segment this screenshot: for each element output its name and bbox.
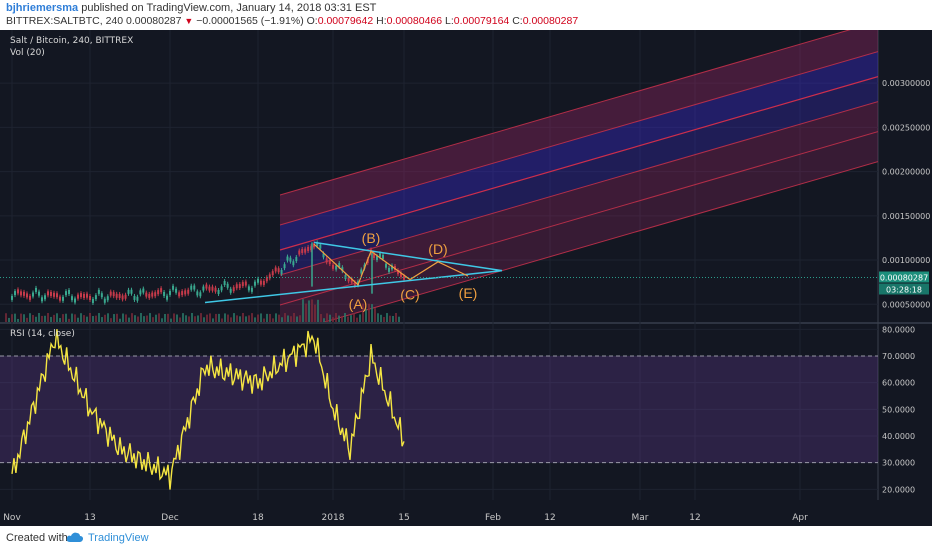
footer: Created with TradingView [0,526,932,550]
down-triangle-icon: ▼ [184,16,194,26]
high-label: H: [376,15,387,27]
last-price: 0.00080287 [126,15,182,27]
price-axis[interactable] [878,30,932,500]
ohlc-line: BITTREX:SALTBTC, 240 0.00080287 ▼ −0.000… [6,15,578,27]
legend-volume: Vol (20) [10,48,45,58]
time-axis[interactable] [0,500,932,526]
grid-lines [0,30,878,500]
price-tick: 0.00150000 [882,212,930,221]
price-badge-text: 0.00080287 [880,274,928,283]
rsi-tick: 30.0000 [882,459,915,468]
rsi-legend: RSI (14, close) [10,329,75,339]
time-tick: 12 [689,513,700,523]
price-tick: 0.00050000 [882,300,930,309]
wave-label: (A) [349,296,368,312]
author-link[interactable]: bjhriemersma [6,2,79,14]
countdown-badge [879,283,929,295]
tradingview-brand[interactable]: TradingView [88,532,149,544]
tradingview-cloud-icon [66,532,84,542]
time-tick-labels: Nov 13 Dec 18 2018 15 Feb 12 Mar 12 Apr [3,513,808,523]
open-value: 0.00079642 [317,15,374,27]
wave-label: (B) [362,230,381,246]
time-tick: 2018 [322,513,345,523]
rsi-tick: 80.0000 [882,325,915,334]
publish-line: bjhriemersma published on TradingView.co… [6,2,376,14]
symbol-text: BITTREX:SALTBTC, 240 [6,15,124,27]
rsi-series [11,329,405,490]
published-text: published on TradingView.com, January 14… [81,2,377,14]
elliott-waves: (A) (B) (C) (D) (E) [313,230,478,312]
time-tick: Mar [632,513,649,523]
chart-header: bjhriemersma published on TradingView.co… [0,0,932,30]
legend-title: Salt / Bitcoin, 240, BITTREX [10,36,133,46]
low-label: L: [445,15,454,27]
time-tick: 15 [398,513,409,523]
rsi-tick: 20.0000 [882,485,915,494]
triangle-pattern [204,241,503,304]
time-tick: Dec [161,513,178,523]
low-value: 0.00079164 [453,15,510,27]
price-badge [879,271,929,283]
created-with-text: Created with [6,532,68,544]
change-text: −0.00001565 (−1.91%) [196,15,304,27]
rsi-band [0,356,878,463]
price-tick: 0.00250000 [882,123,930,132]
wave-label: (E) [459,285,478,301]
close-label: C: [512,15,523,27]
chart-canvas[interactable]: (A) (B) (C) (D) (E) 0.00080287 03:28:18 0.00… [0,30,932,526]
close-value: 0.00080287 [522,15,579,27]
price-tick-labels: 0.00300000 0.00250000 0.00200000 0.00150000… [882,79,930,309]
price-pane[interactable] [0,30,878,322]
time-tick: 18 [252,513,264,523]
rsi-tick: 60.0000 [882,379,915,388]
time-tick: Feb [485,513,501,523]
wave-label: (D) [428,241,447,257]
wave-label: (C) [400,287,419,303]
price-tick: 0.00200000 [882,168,930,177]
rsi-tick: 70.0000 [882,352,915,361]
volume-bars [5,299,400,322]
rsi-tick-labels: 80.0000 70.0000 60.0000 50.0000 40.0000 30.00… [882,325,915,494]
time-tick: 13 [84,513,95,523]
rsi-tick: 40.0000 [882,432,915,441]
open-label: O: [306,15,318,27]
time-tick: 12 [544,513,555,523]
price-tick: 0.00300000 [882,79,930,88]
pitchfork-channel [279,30,878,322]
time-tick: Nov [3,513,21,523]
price-tick: 0.00100000 [882,256,930,265]
countdown-text: 03:28:18 [886,286,922,295]
time-tick: Apr [792,513,808,523]
high-value: 0.00080466 [386,15,443,27]
rsi-tick: 50.0000 [882,405,915,414]
